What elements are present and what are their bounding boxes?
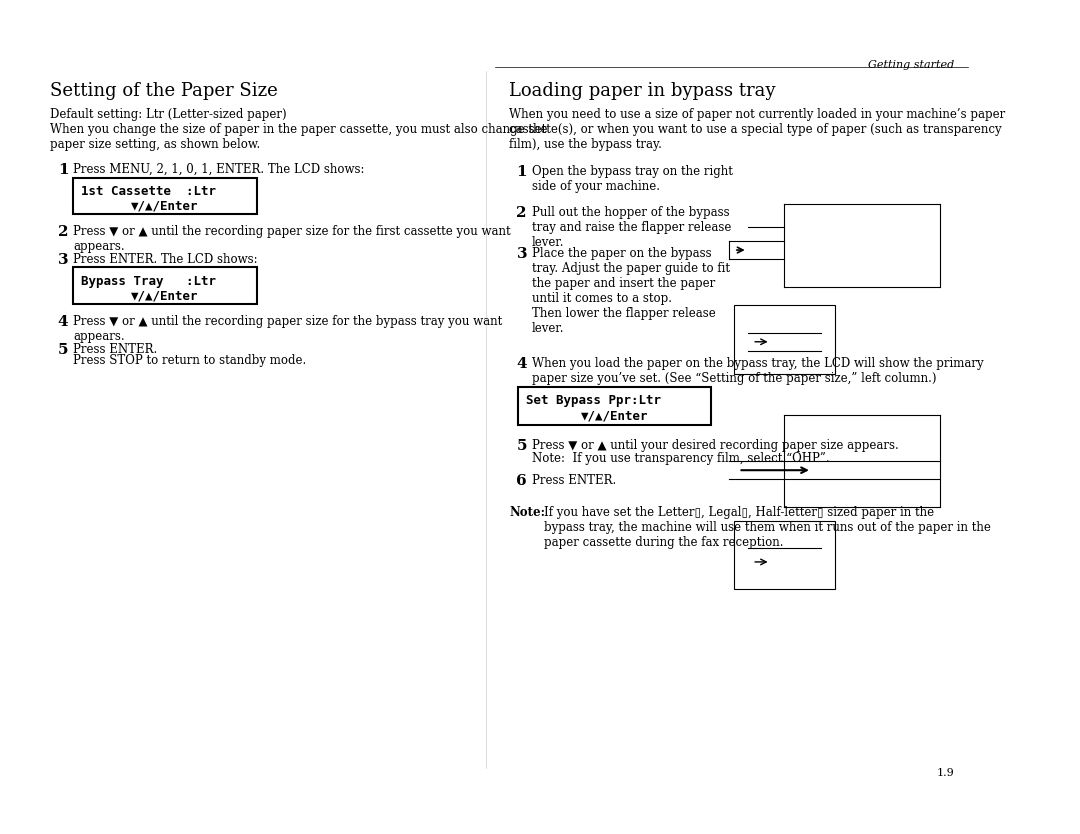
Text: 3: 3 — [58, 253, 68, 267]
Text: 1.9: 1.9 — [936, 767, 954, 777]
Bar — [733, 305, 835, 374]
Text: 1: 1 — [516, 165, 527, 178]
Text: Open the bypass tray on the right
side of your machine.: Open the bypass tray on the right side o… — [532, 165, 733, 193]
FancyBboxPatch shape — [73, 178, 257, 214]
Text: Press ENTER.: Press ENTER. — [73, 343, 158, 355]
Text: Default setting: Ltr (Letter-sized paper): Default setting: Ltr (Letter-sized paper… — [51, 108, 287, 121]
Text: Loading paper in bypass tray: Loading paper in bypass tray — [509, 83, 775, 100]
FancyBboxPatch shape — [518, 387, 711, 425]
Text: 4: 4 — [58, 315, 68, 329]
Text: Bypass Tray   :Ltr: Bypass Tray :Ltr — [81, 275, 216, 288]
Text: 1st Cassette  :Ltr: 1st Cassette :Ltr — [81, 185, 216, 198]
Text: Pull out the hopper of the bypass
tray and raise the flapper release
lever.: Pull out the hopper of the bypass tray a… — [532, 206, 731, 249]
Text: ▼/▲/Enter: ▼/▲/Enter — [132, 199, 199, 213]
Text: 5: 5 — [516, 439, 527, 453]
Text: 1: 1 — [58, 163, 68, 177]
Text: Place the paper on the bypass
tray. Adjust the paper guide to fit
the paper and : Place the paper on the bypass tray. Adju… — [532, 248, 730, 335]
Text: Press ENTER.: Press ENTER. — [532, 474, 617, 487]
Text: Press ▼ or ▲ until the recording paper size for the bypass tray you want
appears: Press ▼ or ▲ until the recording paper s… — [73, 315, 502, 343]
Text: Press ENTER. The LCD shows:: Press ENTER. The LCD shows: — [73, 253, 258, 266]
Text: Press ▼ or ▲ until the recording paper size for the first cassette you want
appe: Press ▼ or ▲ until the recording paper s… — [73, 225, 511, 254]
Text: Press ▼ or ▲ until your desired recording paper size appears.: Press ▼ or ▲ until your desired recordin… — [532, 439, 899, 452]
Text: If you have set the Letter▯, Legal▯, Half-letter▯ sized paper in the
bypass tray: If you have set the Letter▯, Legal▯, Hal… — [544, 506, 990, 549]
Text: Press STOP to return to standby mode.: Press STOP to return to standby mode. — [73, 354, 307, 367]
Text: 3: 3 — [516, 248, 527, 261]
Text: When you change the size of paper in the paper cassette, you must also change th: When you change the size of paper in the… — [51, 123, 548, 152]
Text: Setting of the Paper Size: Setting of the Paper Size — [51, 83, 279, 100]
Text: Note:  If you use transparency film, select “OHP”.: Note: If you use transparency film, sele… — [532, 452, 829, 465]
Text: Note:: Note: — [509, 506, 545, 519]
Text: 2: 2 — [516, 206, 527, 220]
Text: 4: 4 — [516, 358, 527, 371]
Text: When you load the paper on the bypass tray, the LCD will show the primary
paper : When you load the paper on the bypass tr… — [532, 358, 984, 385]
Text: Press MENU, 2, 1, 0, 1, ENTER. The LCD shows:: Press MENU, 2, 1, 0, 1, ENTER. The LCD s… — [73, 163, 365, 176]
Text: Getting started: Getting started — [867, 60, 954, 70]
Text: 6: 6 — [516, 474, 527, 488]
FancyBboxPatch shape — [73, 268, 257, 304]
Text: 2: 2 — [58, 225, 68, 239]
Text: ▼/▲/Enter: ▼/▲/Enter — [132, 289, 199, 303]
Text: When you need to use a size of paper not currently loaded in your machine’s pape: When you need to use a size of paper not… — [509, 108, 1005, 151]
Bar — [733, 520, 835, 590]
Text: Set Bypass Ppr:Ltr: Set Bypass Ppr:Ltr — [526, 394, 661, 407]
Text: 5: 5 — [58, 343, 68, 357]
Text: ▼/▲/Enter: ▼/▲/Enter — [581, 409, 648, 423]
